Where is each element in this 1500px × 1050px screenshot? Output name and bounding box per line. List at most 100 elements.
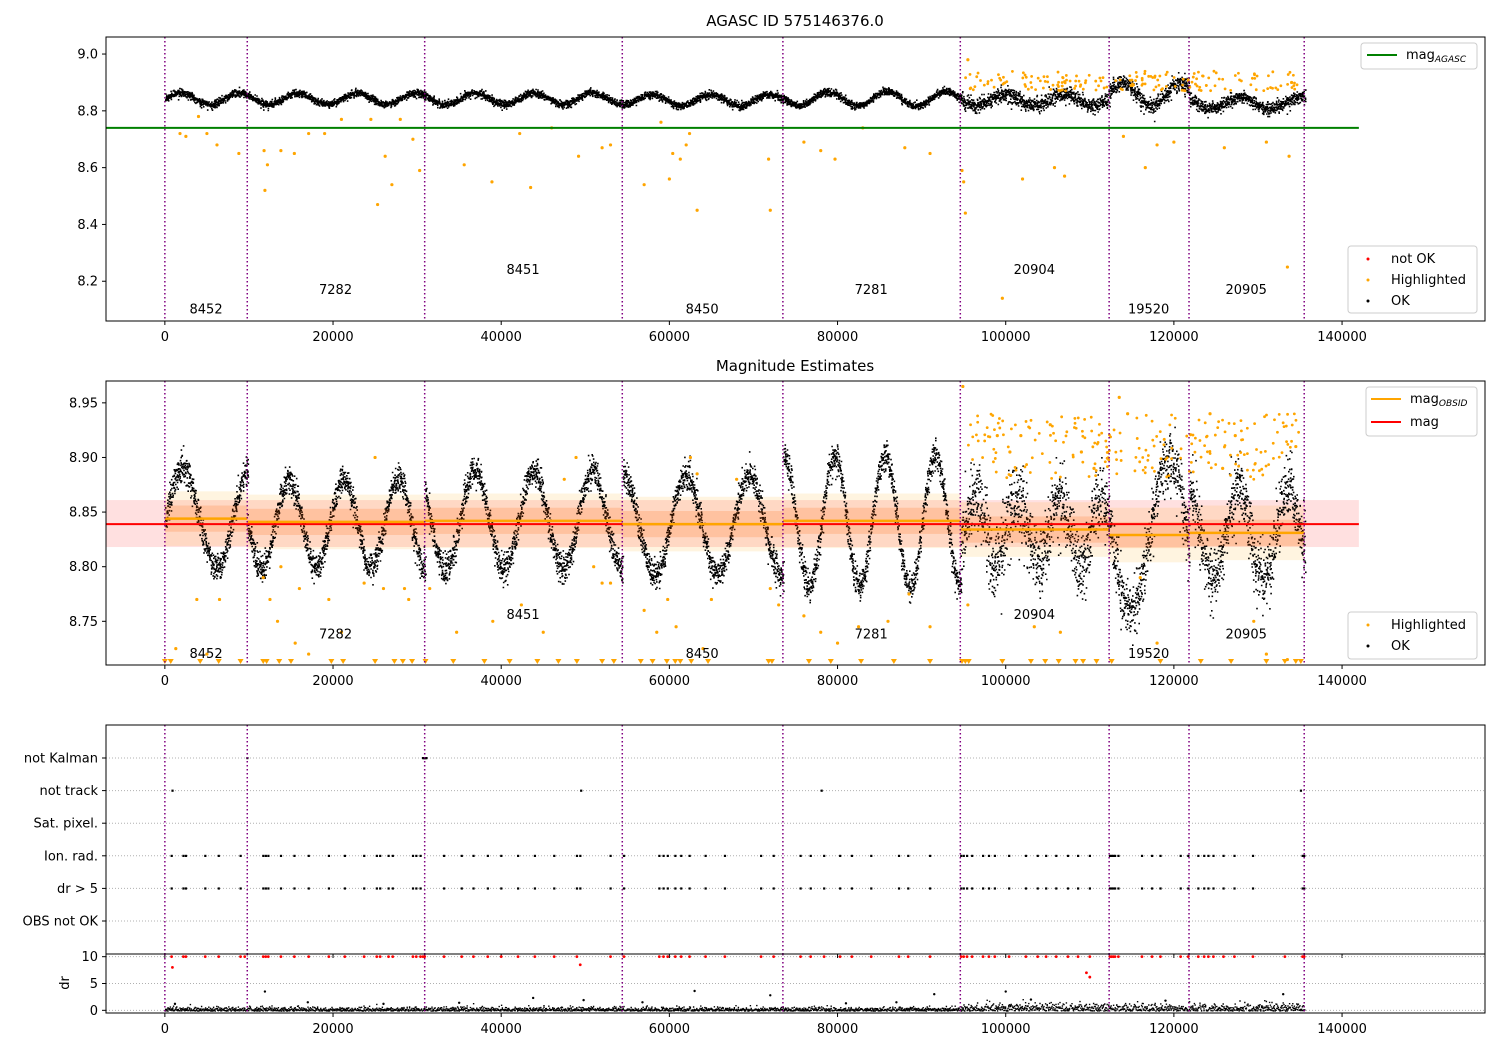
highlighted-point <box>184 134 188 138</box>
highlighted-point <box>1098 422 1101 426</box>
highlighted-point <box>519 603 523 607</box>
highlighted-point <box>1161 87 1164 91</box>
flag-marker <box>1117 887 1120 890</box>
flag-marker <box>1055 854 1058 857</box>
flag-marker <box>415 854 418 857</box>
highlighted-point <box>1115 458 1118 462</box>
highlighted-point <box>1094 474 1098 478</box>
highlighted-point <box>1080 429 1084 433</box>
flag-marker <box>1187 887 1190 890</box>
highlighted-point <box>1197 418 1201 422</box>
highlighted-point <box>1269 86 1272 89</box>
flag-marker <box>1088 854 1091 857</box>
highlighted-point <box>1150 419 1154 423</box>
x-tick-label: 140000 <box>1317 1022 1367 1037</box>
highlighted-point <box>1105 465 1109 468</box>
x-tick-label: 40000 <box>481 1022 522 1037</box>
highlighted-point <box>1054 471 1058 475</box>
highlighted-point <box>1253 461 1257 465</box>
highlighted-point <box>1154 85 1158 89</box>
flag-marker <box>293 887 296 890</box>
highlighted-point <box>1023 73 1027 77</box>
flag-marker <box>419 854 422 857</box>
flag-marker <box>1008 854 1011 857</box>
flag-marker <box>1112 887 1115 890</box>
x-tick-label: 0 <box>161 674 169 689</box>
highlighted-point <box>1250 76 1254 80</box>
flag-marker <box>760 854 763 857</box>
dr-not-ok-point <box>993 955 997 959</box>
x-tick-label: 100000 <box>981 330 1031 345</box>
highlighted-point <box>991 414 995 417</box>
highlighted-point <box>1118 431 1122 435</box>
highlighted-point <box>1147 74 1151 78</box>
flag-marker <box>1159 854 1162 857</box>
highlighted-point <box>1079 450 1083 454</box>
highlighted-point <box>1181 83 1184 87</box>
flag-marker <box>772 887 775 890</box>
highlighted-below-range-marker <box>1281 659 1288 664</box>
highlighted-point <box>1264 652 1268 656</box>
flag-marker <box>870 887 873 890</box>
flag-marker <box>460 887 463 890</box>
flag-marker <box>391 887 394 890</box>
highlighted-point <box>1011 70 1014 73</box>
dr-ok-point <box>263 990 267 993</box>
highlighted-point <box>1021 76 1025 80</box>
highlighted-point <box>362 581 366 585</box>
flag-marker <box>375 854 378 857</box>
highlighted-point <box>960 168 964 173</box>
highlighted-below-range-marker <box>372 659 379 664</box>
highlighted-point <box>986 80 990 83</box>
flag-marker <box>267 854 270 857</box>
highlighted-point <box>1081 87 1085 91</box>
obsid-label-8452: 8452 <box>190 303 223 318</box>
highlighted-point <box>1121 134 1126 138</box>
highlighted-point <box>178 131 182 136</box>
highlighted-below-range-marker <box>197 659 204 664</box>
highlighted-below-range-marker <box>1055 659 1062 664</box>
highlighted-below-range-marker <box>768 659 775 664</box>
highlighted-point <box>1239 429 1243 433</box>
highlighted-point <box>1075 74 1078 78</box>
highlighted-point <box>1234 462 1238 466</box>
highlighted-point <box>1083 436 1087 440</box>
highlighted-point <box>928 151 932 156</box>
dr-not-ok-point <box>1150 955 1154 959</box>
flag-marker <box>1108 854 1112 857</box>
flag-marker <box>1008 887 1011 890</box>
highlighted-point <box>1130 84 1134 88</box>
highlighted-point <box>961 384 965 389</box>
flag-marker <box>239 854 242 857</box>
highlighted-point <box>1144 413 1148 417</box>
dr-not-ok-point <box>1251 955 1255 959</box>
highlighted-point <box>205 131 209 136</box>
highlighted-point <box>1181 77 1185 81</box>
dr-not-ok-point <box>217 955 221 959</box>
dr-not-ok-point <box>170 955 173 959</box>
highlighted-point <box>1172 76 1176 79</box>
highlighted-point <box>1259 450 1263 454</box>
highlighted-point <box>1057 88 1061 92</box>
flag-row-label: dr > 5 <box>57 882 98 897</box>
highlighted-point <box>1255 448 1258 451</box>
x-tick-label: 120000 <box>1149 330 1199 345</box>
flag-marker <box>820 789 823 792</box>
highlighted-point <box>1179 447 1183 451</box>
dr-not-ok-point <box>1222 955 1225 959</box>
x-tick-label: 40000 <box>481 330 522 345</box>
highlighted-point <box>237 151 241 156</box>
flag-marker <box>966 887 969 890</box>
highlighted-point <box>491 619 495 623</box>
highlighted-point <box>1213 433 1217 437</box>
highlighted-point <box>262 149 266 153</box>
highlighted-point <box>1030 456 1034 460</box>
highlighted-point <box>969 423 972 427</box>
highlighted-point <box>1162 443 1166 447</box>
highlighted-point <box>1190 80 1194 84</box>
agasc-legend-lower-box <box>1347 245 1478 314</box>
mag-agasc-legend-label: magAGASC <box>1406 48 1467 65</box>
y-tick-label: 8.80 <box>69 560 98 575</box>
dr-ok-point <box>693 989 696 993</box>
highlighted-point <box>967 443 970 447</box>
